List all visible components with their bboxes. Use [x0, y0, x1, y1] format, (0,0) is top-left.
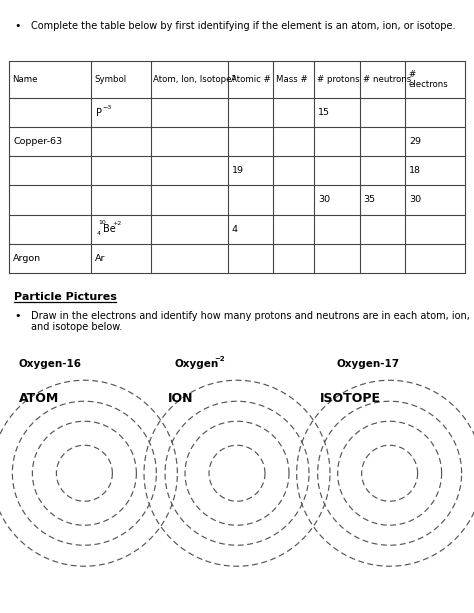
Text: Name: Name: [12, 75, 38, 84]
Text: Oxygen-17: Oxygen-17: [337, 359, 400, 368]
Text: ION: ION: [168, 392, 194, 405]
Text: Symbol: Symbol: [94, 75, 127, 84]
Text: # neutrons: # neutrons: [363, 75, 411, 84]
Text: 10: 10: [98, 221, 106, 226]
Text: Atom, Ion, Isotope?: Atom, Ion, Isotope?: [154, 75, 237, 84]
Text: Argon: Argon: [13, 254, 41, 263]
Text: +2: +2: [112, 221, 121, 226]
Text: 30: 30: [318, 196, 330, 205]
Text: Mass #: Mass #: [276, 75, 308, 84]
Text: Oxygen: Oxygen: [174, 359, 219, 368]
Text: −2: −2: [215, 356, 225, 362]
Text: 19: 19: [232, 166, 244, 175]
Text: 30: 30: [409, 196, 421, 205]
Text: Particle Pictures: Particle Pictures: [14, 292, 117, 302]
Text: Be: Be: [103, 224, 116, 234]
Text: 4: 4: [232, 224, 237, 234]
Text: 18: 18: [409, 166, 421, 175]
Text: Oxygen-16: Oxygen-16: [19, 359, 82, 368]
Text: Atomic #: Atomic #: [231, 75, 271, 84]
Text: ATOM: ATOM: [19, 392, 59, 405]
Text: P: P: [96, 108, 102, 118]
Text: #
electrons: # electrons: [408, 70, 448, 89]
Text: ISOTOPE: ISOTOPE: [320, 392, 381, 405]
Text: Draw in the electrons and identify how many protons and neutrons are in each ato: Draw in the electrons and identify how m…: [31, 311, 470, 332]
Text: •: •: [14, 311, 21, 321]
Text: 15: 15: [318, 108, 330, 117]
Text: 29: 29: [409, 137, 421, 147]
Text: # protons: # protons: [317, 75, 360, 84]
Text: −3: −3: [103, 105, 112, 110]
Text: Complete the table below by first identifying if the element is an atom, ion, or: Complete the table below by first identi…: [31, 21, 456, 31]
Text: 4: 4: [97, 231, 101, 236]
Text: Ar: Ar: [95, 254, 106, 263]
Text: Copper-63: Copper-63: [13, 137, 63, 147]
Text: •: •: [14, 21, 21, 31]
Text: 35: 35: [364, 196, 376, 205]
